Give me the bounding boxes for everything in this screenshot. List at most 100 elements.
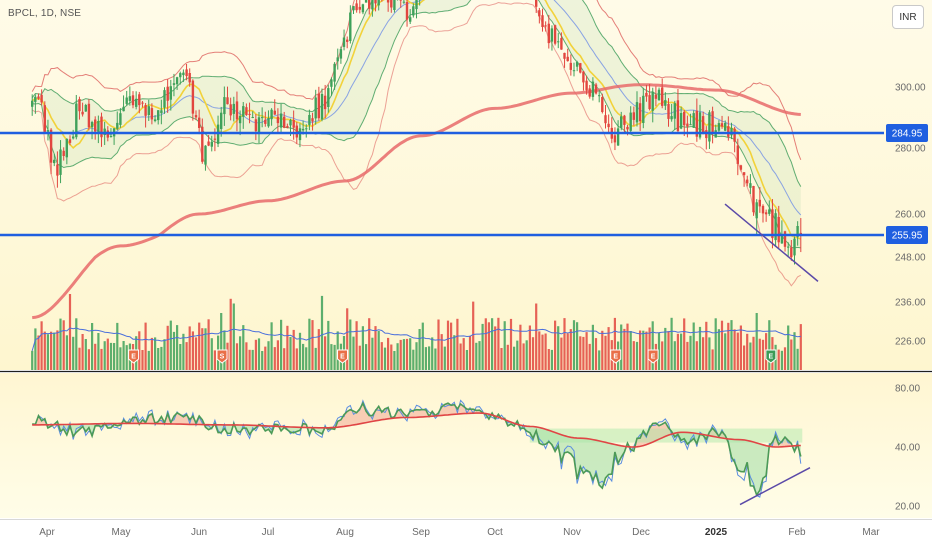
volume-bar [68,294,72,370]
price-tag-label: 284.95 [892,129,923,140]
volume-bar [242,325,245,370]
volume-bar [727,322,730,370]
volume-moving-average [31,327,801,351]
candle-body [695,110,698,137]
volume-bar [453,335,456,370]
volume-bar [97,333,100,370]
volume-bar [670,317,673,370]
candle-body [119,113,122,125]
volume-bar [72,336,75,370]
candle-body [283,116,286,128]
candle-body [629,112,632,131]
volume-bar [399,339,402,370]
candle-body [261,117,264,119]
candle-body [409,17,412,22]
candle-body [339,49,343,59]
price-tag-label: 255.95 [892,231,923,242]
volume-bar [531,337,535,370]
event-marker-icon [128,349,140,364]
volume-bar [692,322,695,370]
candle-body [330,79,333,87]
volume-bar [777,349,780,370]
candle-body [97,121,100,132]
volume-bar [623,328,626,370]
volume-bar [604,335,607,370]
event-marker-icon [216,349,228,364]
volume-bar [642,330,645,370]
volume-bar [434,348,437,370]
candle-body [314,97,317,119]
volume-bar [327,320,330,370]
volume-bar [191,331,194,370]
volume-bar [409,338,412,370]
price-pane-background [0,0,932,370]
event-marker-label: E [769,354,774,361]
price-axis-label: 280.00 [895,144,926,155]
candle-body [607,123,610,128]
volume-bar [799,324,802,370]
volume-bar [711,349,714,370]
candle-body [131,95,135,106]
volume-bar [491,318,494,370]
candle-body [560,38,563,50]
candle-body [81,111,84,115]
volume-bar [53,332,56,370]
volume-bar [207,319,210,370]
volume-bar [793,332,796,370]
candle-body [248,113,251,115]
candle-body [591,81,595,97]
candle-body [774,213,777,241]
event-marker-label: E [340,354,345,361]
price-trendline [724,203,819,282]
volume-bar [506,344,509,370]
volume-bar [235,343,239,370]
candle-body [138,94,141,106]
price-tag [886,124,928,142]
candle-body [150,108,154,120]
event-marker-label: S [220,354,225,361]
volume-bar [154,337,157,370]
volume-bar [582,336,585,370]
time-axis-label: Jul [262,527,275,538]
volume-bar [276,340,279,370]
volume-bar [377,331,380,370]
candle-body [232,103,235,114]
volume-bar [273,347,276,370]
lower-band [31,1,802,287]
volume-bar [283,348,286,370]
candle-body [34,96,37,102]
candle-body [412,6,415,16]
oscillator-below-fill [47,412,801,495]
candle-body [301,128,305,131]
candle-body [31,100,34,107]
volume-bar [402,339,405,370]
candle-body [166,86,169,101]
candle-body [547,23,550,44]
candle-body [405,2,409,20]
volume-bar [739,325,742,370]
candle-body [213,138,217,140]
volume-bar [264,346,267,370]
candle-body [62,150,65,156]
candle-body [758,199,761,207]
candle-body [654,94,658,99]
time-axis-label: May [112,527,131,538]
volume-bar [147,350,150,370]
candle-body [201,126,204,162]
candle-body [686,123,689,127]
candle-body [210,141,213,147]
candle-body [87,103,91,128]
candle-body [563,52,566,59]
volume-bar [639,330,642,370]
volume-bar [182,333,185,370]
candle-body [676,100,680,132]
volume-bar [796,348,799,370]
volume-bar [446,320,450,370]
candle-body [37,96,40,99]
volume-bar [239,336,242,370]
event-marker-label: E [651,354,656,361]
currency-button[interactable]: INR [892,5,924,29]
volume-bar [292,329,295,370]
volume-bar [708,337,711,370]
